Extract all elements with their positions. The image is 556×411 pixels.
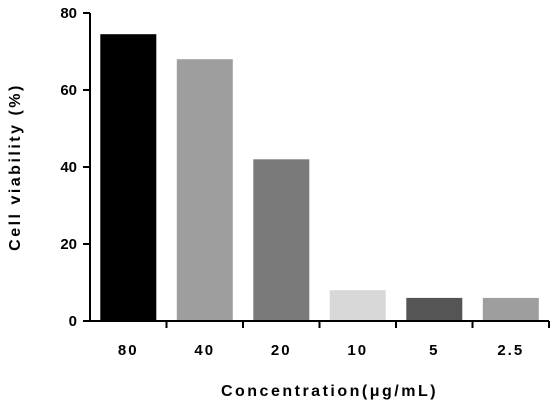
x-axis-title: Concentration(μg/mL) xyxy=(221,383,438,400)
bars-group xyxy=(100,34,539,321)
x-tick-label-10: 10 xyxy=(347,342,368,359)
x-tick-label-20: 20 xyxy=(271,342,292,359)
bar-2.5 xyxy=(482,297,539,321)
bar-80 xyxy=(100,34,157,321)
y-tick-label-40: 40 xyxy=(60,159,77,176)
bar-5 xyxy=(406,297,463,321)
bar-10 xyxy=(329,290,386,321)
x-tick-label-40: 40 xyxy=(194,342,215,359)
y-tick-label-20: 20 xyxy=(60,236,77,253)
x-tick-label-80: 80 xyxy=(118,342,139,359)
y-axis: 0 20 40 60 80 xyxy=(60,5,91,330)
y-tick-label-60: 60 xyxy=(60,82,77,99)
x-axis: 80 40 20 10 5 2.5 xyxy=(90,320,550,359)
bar-40 xyxy=(176,59,233,321)
y-tick-label-0: 0 xyxy=(69,313,77,330)
y-tick-label-80: 80 xyxy=(60,5,77,22)
y-axis-title: Cell viability (%) xyxy=(7,83,24,251)
bar-20 xyxy=(253,159,310,321)
x-tick-label-2.5: 2.5 xyxy=(497,342,524,359)
x-tick-label-5: 5 xyxy=(429,342,439,359)
